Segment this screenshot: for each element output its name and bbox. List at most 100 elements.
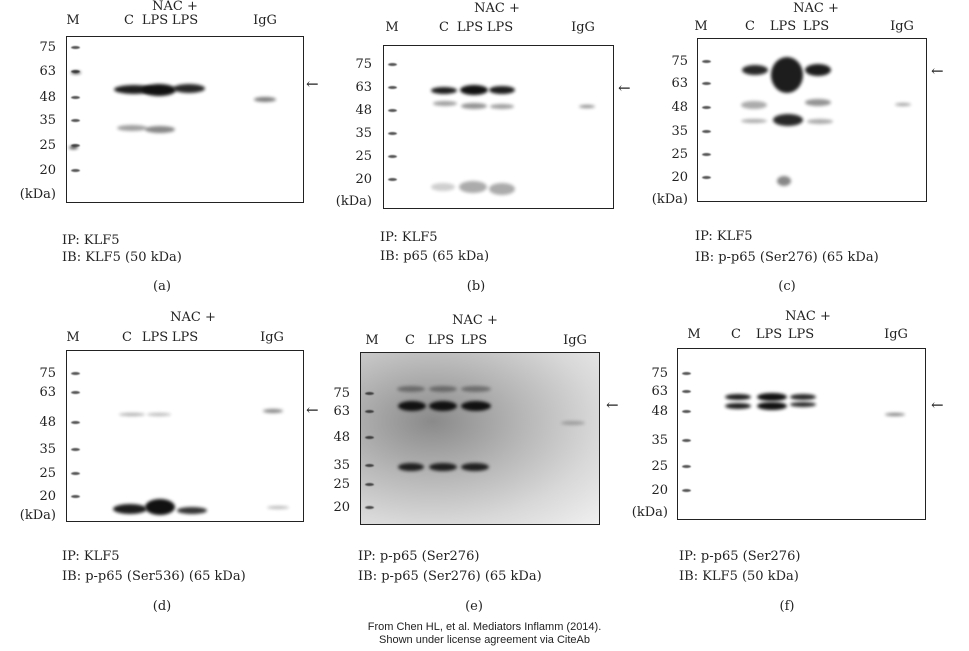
marker-label: 75	[333, 386, 350, 401]
ladder-band	[71, 421, 80, 424]
protein-band	[397, 386, 425, 392]
protein-band	[461, 401, 491, 411]
ip-label: IP: KLF5	[62, 549, 120, 564]
protein-band	[254, 97, 276, 102]
lane-label-m: M	[385, 20, 399, 35]
protein-band	[725, 394, 751, 400]
marker-label: 48	[355, 103, 372, 118]
protein-band	[433, 101, 457, 106]
ladder-band	[71, 391, 80, 394]
lane-label-lps: LPS	[456, 20, 484, 35]
ladder-band	[682, 410, 691, 413]
protein-band	[805, 99, 831, 106]
protein-band	[725, 403, 751, 409]
lane-label-nac_lps: LPS	[787, 327, 815, 342]
marker-label: 63	[671, 76, 688, 91]
protein-band	[177, 507, 207, 514]
blot-panel-a	[66, 36, 304, 203]
marker-label: 35	[355, 126, 372, 141]
ib-label: IB: p-p65 (Ser276) (65 kDa)	[358, 569, 542, 584]
protein-band	[267, 506, 289, 509]
marker-label: 75	[651, 366, 668, 381]
protein-band	[777, 176, 791, 186]
protein-band	[429, 463, 457, 471]
marker-label: 63	[355, 80, 372, 95]
panel-tag: (c)	[778, 279, 796, 294]
ladder-band	[71, 96, 80, 99]
lane-label-igg: IgG	[253, 13, 277, 28]
marker-label: 20	[651, 483, 668, 498]
protein-band	[773, 114, 803, 126]
ladder-band	[682, 439, 691, 442]
ladder-band	[71, 372, 80, 375]
blot-panel-f	[677, 348, 926, 520]
protein-band	[142, 84, 176, 96]
protein-band	[561, 421, 585, 425]
lane-label-nac_lps: LPS	[460, 333, 488, 348]
protein-band	[461, 386, 491, 392]
marker-label: 75	[355, 57, 372, 72]
ladder-band	[388, 63, 397, 66]
lane-label-igg: IgG	[890, 19, 914, 34]
citation-line-1: From Chen HL, et al. Mediators Inflamm (…	[367, 621, 602, 633]
marker-label: 25	[39, 466, 56, 481]
marker-label: 35	[651, 433, 668, 448]
marker-label: 35	[39, 113, 56, 128]
ladder-band	[365, 436, 374, 439]
marker-label: 25	[39, 138, 56, 153]
band-arrow-icon: ←	[306, 75, 319, 93]
lane-label-nac_lps: LPS	[171, 330, 199, 345]
marker-label: 48	[39, 90, 56, 105]
protein-band	[147, 413, 171, 416]
panel-tag: (e)	[465, 599, 483, 614]
marker-label: 48	[651, 404, 668, 419]
ip-label: IP: p-p65 (Ser276)	[679, 549, 801, 564]
protein-band	[771, 57, 803, 93]
ladder-band	[388, 109, 397, 112]
blot-panel-c	[697, 38, 927, 202]
band-arrow-icon: ←	[931, 62, 944, 80]
ladder-band	[388, 86, 397, 89]
ladder-band	[682, 465, 691, 468]
ladder-band	[71, 472, 80, 475]
band-arrow-icon: ←	[618, 79, 631, 97]
marker-label: 63	[333, 404, 350, 419]
marker-label: 20	[333, 500, 350, 515]
marker-label: 25	[355, 149, 372, 164]
protein-band	[579, 105, 595, 108]
protein-band	[742, 65, 768, 75]
marker-label: 63	[651, 384, 668, 399]
lane-label-igg: IgG	[571, 20, 595, 35]
marker-label: 25	[671, 147, 688, 162]
panel-tag: (f)	[779, 599, 795, 614]
ip-label: IP: KLF5	[62, 233, 120, 248]
lane-label-lps: LPS	[755, 327, 783, 342]
protein-band	[398, 463, 424, 471]
ladder-band	[388, 132, 397, 135]
ladder-band	[71, 448, 80, 451]
protein-band	[489, 183, 515, 195]
blot-panel-b	[383, 45, 614, 209]
lane-label-m: M	[365, 333, 379, 348]
protein-band	[757, 402, 787, 410]
marker-label: 25	[333, 477, 350, 492]
ladder-band	[682, 372, 691, 375]
citation-line-2: Shown under license agreement via CiteAb	[379, 634, 590, 646]
marker-label: (kDa)	[631, 505, 668, 520]
marker-label: 75	[671, 54, 688, 69]
protein-band	[429, 401, 457, 411]
ladder-band	[71, 119, 80, 122]
protein-band	[885, 413, 905, 416]
protein-band	[757, 393, 787, 401]
lane-label-lps: LPS	[141, 13, 169, 28]
lane-label-m: M	[66, 13, 80, 28]
protein-band	[431, 183, 455, 191]
lane-label-c: C	[731, 327, 741, 342]
panel-tag: (b)	[466, 279, 486, 294]
marker-label: 63	[39, 64, 56, 79]
marker-label: 63	[39, 385, 56, 400]
marker-label: 75	[39, 40, 56, 55]
ib-label: IB: KLF5 (50 kDa)	[62, 250, 182, 265]
lane-label-nac: NAC +	[170, 310, 216, 325]
